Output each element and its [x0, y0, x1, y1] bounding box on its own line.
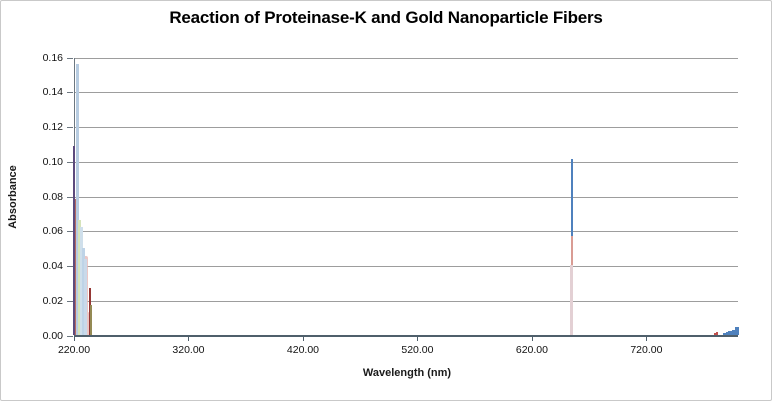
- x-axis-tick: [531, 336, 533, 341]
- spectrum-peak: [82, 248, 86, 335]
- y-gridline: [74, 231, 738, 233]
- spectrum-peak: [715, 331, 718, 335]
- plot-area: [73, 57, 739, 337]
- spectrum-peak: [570, 264, 574, 335]
- y-tick-label: 0.08: [42, 190, 63, 203]
- y-tick-label: 0.12: [42, 121, 63, 133]
- y-axis-title: Absorbance: [7, 165, 19, 229]
- x-tick-label: 320.00: [172, 344, 205, 356]
- spectrum-peak: [80, 227, 84, 335]
- x-axis-line: [74, 335, 738, 337]
- y-tick-label: 0.10: [42, 155, 63, 168]
- spectrum-peak: [77, 220, 81, 335]
- spectrum-peak: [731, 330, 736, 335]
- y-axis-tick: [67, 161, 73, 163]
- y-gridline: [74, 196, 738, 198]
- y-gridline: [74, 161, 738, 163]
- y-gridline: [74, 92, 738, 94]
- y-tick-label: 0.06: [42, 225, 63, 238]
- x-tick-label: 520.00: [401, 344, 434, 356]
- x-axis-title: Wavelength (nm): [362, 367, 452, 379]
- x-axis-tick: [302, 336, 304, 341]
- spectrum-peak: [84, 258, 88, 335]
- spectrum-peak: [728, 331, 733, 335]
- y-axis-tick: [67, 57, 73, 59]
- spectrum-peak: [723, 332, 727, 335]
- spectrum-peak: [713, 332, 716, 335]
- y-tick-label: 0.14: [42, 86, 63, 99]
- y-tick-label: 0.00: [42, 329, 63, 342]
- spectrum-peak: [74, 199, 77, 335]
- y-tick-label: 0.02: [42, 294, 63, 307]
- y-axis-tick: [67, 196, 73, 198]
- y-tick-label: 0.16: [42, 51, 63, 64]
- y-axis-tick: [67, 335, 73, 337]
- y-gridline: [74, 300, 738, 302]
- spectrum-peak: [734, 327, 739, 335]
- x-axis-tick: [646, 336, 648, 341]
- y-gridline: [74, 266, 738, 267]
- y-axis-tick: [67, 300, 73, 302]
- y-gridline: [74, 127, 738, 128]
- y-axis-tick: [67, 92, 73, 94]
- x-tick-label: 620.00: [515, 344, 548, 356]
- y-axis-tick: [67, 231, 73, 233]
- spectrum-peak: [73, 145, 75, 335]
- chart-title: Reaction of Proteinase-K and Gold Nanopa…: [169, 8, 603, 27]
- y-axis-tick: [67, 127, 73, 128]
- y-tick-label: 0.04: [42, 260, 63, 272]
- spectrum-area: [87, 312, 91, 335]
- x-axis-tick: [74, 336, 75, 341]
- x-axis-tick: [188, 336, 190, 341]
- x-tick-label: 420.00: [286, 344, 320, 356]
- spectrum-peak: [89, 305, 92, 335]
- spectrum-peak: [726, 332, 730, 335]
- x-tick-label: 220.00: [57, 344, 91, 356]
- y-axis-tick: [67, 266, 73, 267]
- spectrum-peak: [76, 63, 79, 335]
- y-gridline: [74, 57, 738, 59]
- x-tick-label: 720.00: [630, 344, 663, 356]
- x-axis-tick: [417, 336, 419, 341]
